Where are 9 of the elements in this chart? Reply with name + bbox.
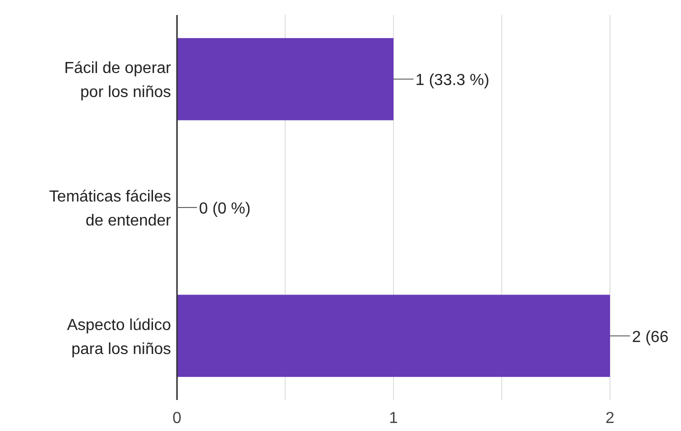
data-label: 1 (33.3 %)	[416, 72, 490, 90]
x-tick-label: 2	[606, 410, 615, 427]
y-tick-label: Temáticas fáciles de entender	[49, 188, 172, 230]
data-label: 2 (66	[632, 328, 669, 346]
data-label: 0 (0 %)	[199, 200, 251, 218]
y-tick-label: Fácil de operar por los niños	[64, 60, 172, 102]
y-tick-label: Aspecto lúdico para los niños	[66, 316, 172, 358]
x-tick-label: 1	[389, 410, 398, 427]
x-tick-label: 0	[172, 410, 182, 427]
